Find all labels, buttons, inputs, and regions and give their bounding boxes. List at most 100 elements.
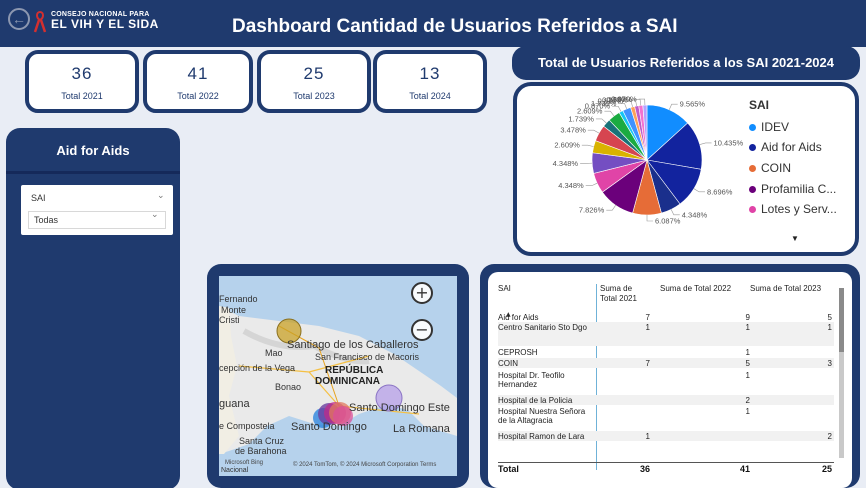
pie-slice[interactable] [646,122,703,170]
column-separator [596,284,597,470]
map-copyright[interactable]: © 2024 TomTom, © 2024 Microsoft Corporat… [293,462,437,468]
pie-data-label: 9.565% [680,100,706,109]
kpi-value: 13 [419,64,441,83]
legend-dot [749,164,756,172]
column-header-2021[interactable]: Suma de Total 2021 [600,284,637,303]
data-label-leader [668,103,678,110]
pie-chart-title: Total de Usuarios Referidos a los SAI 20… [512,46,860,80]
pie-slice[interactable] [642,104,648,161]
legend-dot [749,143,756,151]
chevron-down-icon[interactable]: ⌄ [157,191,165,201]
data-label-leader [581,144,594,147]
pie-data-label: 10.435% [714,138,744,147]
red-ribbon-icon [33,11,47,33]
pie-chart[interactable]: 9.565%10.435%8.696%4.348%6.087%7.826%4.3… [517,86,855,252]
kpi-label: Total 2024 [409,91,451,101]
table-cell-value: 5 [827,313,832,322]
map-label: DOMINICANA [315,376,380,387]
map-card: Fernando Monte Cristi Santiago de los Ca… [207,264,469,488]
legend-item-profamilia[interactable]: Profamilia C... [749,182,836,196]
pie-data-label: 4.348% [558,181,584,190]
caret-down-icon[interactable]: ▼ [791,234,799,243]
pie-data-label: 3.478% [560,126,586,135]
total-row: Total 36 41 25 [498,462,834,474]
data-label-leader [646,214,654,222]
table-cell-value: 1 [745,371,750,380]
kpi-card-2021: 36 Total 2021 [25,50,139,113]
data-label-leader [612,105,622,112]
map[interactable] [219,276,457,476]
table-row[interactable]: Hospital Nuestra Señora de la Altagracia… [498,406,834,430]
mountain-range [242,328,370,365]
kpi-label: Total 2021 [61,91,103,101]
map-label: San Francisco de Macoris [315,352,420,362]
table-cell-value: 1 [827,323,832,332]
slicer-label: SAI [31,193,46,203]
zoom-in-button[interactable]: + [411,282,433,304]
scrollbar-thumb[interactable] [839,288,844,352]
table-row[interactable]: Hospital de la Policia 2 [498,395,834,405]
column-header-sai[interactable]: SAI [498,284,511,293]
table-row[interactable]: Aid for Aids 7 9 5 [498,312,834,322]
zoom-out-button[interactable]: − [411,319,433,341]
column-header-2023[interactable]: Suma de Total 2023 [750,284,822,293]
table-row[interactable]: Centro Sanitario Sto Dgo 1 1 1 [498,322,834,346]
sort-caret-icon[interactable]: ▲ [506,311,511,318]
data-label-leader [629,99,637,107]
pie-data-label: 1.739% [568,114,594,123]
legend-dot [749,123,756,131]
data-label-leader [618,103,627,110]
table-cell-sai: COIN [498,359,518,368]
table-cell-sai: Centro Sanitario Sto Dgo [498,323,587,332]
pie-data-label: 1.739% [591,99,617,108]
total-2022: 41 [739,464,750,474]
map-bubble[interactable] [333,406,353,426]
data-label-leader [699,142,712,145]
kpi-card-2023: 25 Total 2023 [257,50,371,113]
legend-label: IDEV [761,120,790,134]
slicer-dropdown[interactable]: Todas ⌄ [28,210,166,229]
map-label: Santo Domingo Este [349,402,450,414]
legend-label: Aid for Aids [761,140,822,154]
page-title: Dashboard Cantidad de Usuarios Referidos… [232,16,678,37]
table-cell-value: 1 [645,323,650,332]
table-row[interactable]: CEPROSH 1 [498,347,834,357]
map-label: de Barahona [235,446,287,456]
kpi-label: Total 2022 [177,91,219,101]
table-cell-value: 5 [745,359,750,368]
table-row[interactable]: Hospital Ramon de Lara 1 2 [498,431,834,441]
legend-item-coin[interactable]: COIN [749,161,791,175]
legend-item-lotes[interactable]: Lotes y Serv... [749,202,837,216]
map-bubble[interactable] [276,318,302,344]
table-cell-value: 2 [827,432,832,441]
table-row[interactable]: Hospital Dr. Teofilo Hernandez 1 [498,370,834,394]
highway [238,355,420,415]
legend-item-aid-for-aids[interactable]: Aid for Aids [749,140,822,154]
map-label: Santo Domingo [291,421,367,433]
kpi-value: 36 [71,64,93,83]
pie-data-label: 4.348% [553,159,579,168]
data-label-leader [670,209,680,216]
map-label: cepción de la Vega [219,363,296,373]
map-bubble[interactable] [375,384,403,412]
table-cell-sai: Hospital de la Policia [498,396,573,405]
legend-label: Profamilia C... [761,182,837,196]
legend-label: Lotes y Serv... [761,202,837,216]
table-cell-value: 7 [645,359,650,368]
table-cell-value: 1 [745,348,750,357]
legend-item-idev[interactable]: IDEV [749,120,789,134]
map-label: Nacional [221,467,249,474]
data-label-leader [595,118,607,124]
back-arrow-icon[interactable]: ← [8,8,30,30]
legend-title: SAI [749,98,770,112]
data-label-leader [625,100,633,107]
pie-data-label: 7.826% [579,206,605,215]
table-scrollbar[interactable] [839,288,844,458]
map-label: Santa Cruz [239,436,285,446]
side-panel-title: Aid for Aids [6,128,180,174]
column-header-2022[interactable]: Suma de Total 2022 [660,284,732,293]
table-cell-value: 7 [645,313,650,322]
logo-line-1: CONSEJO NACIONAL PARA [51,11,150,18]
data-label-leader [638,98,646,106]
table-row[interactable]: COIN 7 5 3 [498,358,834,368]
